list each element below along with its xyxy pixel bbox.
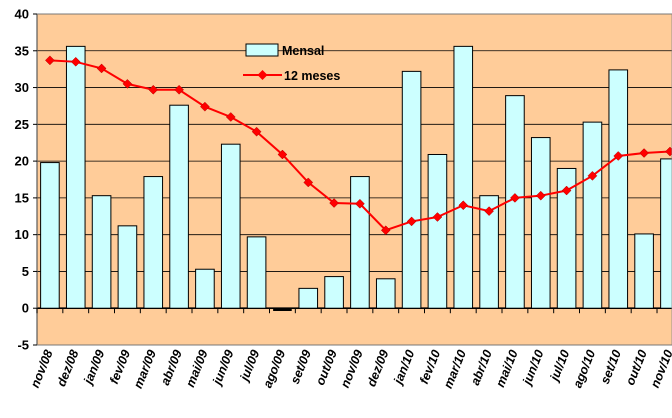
bar-jan/09 [91, 195, 112, 309]
bar-abr/10 [479, 195, 499, 309]
line-point [355, 198, 365, 209]
y-tick-label: 5 [22, 264, 29, 279]
bar-ago/10 [582, 121, 603, 309]
y-tick-label: -5 [17, 338, 29, 353]
x-tick-label: dez/09 [364, 348, 391, 389]
x-tick-label: mai/09 [183, 348, 211, 389]
x-tick-label: fev/10 [417, 348, 443, 386]
line-point [96, 63, 107, 74]
line-point [329, 198, 339, 208]
x-tick-label: mai/10 [493, 348, 521, 389]
x-tick-label: set/09 [288, 348, 314, 386]
line-point [665, 146, 672, 157]
y-tick-label: 0 [22, 301, 29, 316]
bar-fev/10 [427, 153, 448, 309]
bar-nov/08 [40, 162, 60, 309]
x-tick-label: ago/09 [260, 348, 288, 390]
x-tick-label: mar/10 [441, 348, 469, 391]
x-tick-label: dez/08 [54, 348, 81, 389]
line-point [303, 177, 314, 188]
y-tick-label: 25 [15, 117, 29, 132]
line-point [484, 206, 494, 216]
legend-label-mensal: Mensal [282, 44, 324, 58]
bar-nov/10 [660, 158, 672, 309]
x-tick-label: jun/10 [519, 348, 546, 389]
bar-set/09 [298, 287, 319, 309]
y-tick-label: 15 [15, 190, 29, 205]
x-tick-label: jul/09 [237, 348, 263, 385]
bar-jul/10 [556, 167, 577, 309]
x-tick-label: jun/09 [209, 348, 236, 389]
x-tick-label: nov/10 [648, 348, 672, 390]
y-tick-label: 10 [15, 227, 29, 242]
line-point [535, 190, 546, 201]
bars [40, 45, 672, 311]
x-tick-label: ago/10 [570, 348, 598, 390]
line-point [432, 212, 443, 222]
bar-fev/09 [117, 225, 138, 309]
legend-label-12-meses: 12 meses [284, 69, 340, 83]
bar-set/10 [608, 69, 629, 309]
line-point [148, 84, 159, 95]
bar-jun/10 [530, 137, 551, 309]
bar-dez/08 [65, 45, 86, 309]
axes [36, 13, 672, 346]
x-tick-label: mar/09 [131, 348, 159, 391]
x-tick-label: fev/09 [107, 348, 133, 386]
x-tick-label: jan/09 [80, 348, 107, 388]
line-point [613, 151, 624, 161]
line-point [200, 101, 210, 112]
x-tick-label: out/10 [623, 348, 650, 387]
bar-nov/09 [350, 176, 370, 309]
bar-abr/09 [169, 104, 189, 309]
line-point [225, 112, 236, 122]
y-tick-label: 30 [15, 80, 29, 95]
bar-jun/09 [220, 143, 241, 309]
x-tick-label: jul/10 [547, 348, 573, 385]
legend-swatch-mensal [245, 43, 279, 57]
y-tick-label: 40 [15, 7, 29, 22]
x-tick-label: abr/10 [468, 348, 495, 387]
legend-marker-12-meses [257, 70, 268, 80]
x-tick-label: abr/09 [158, 348, 185, 387]
line-point [561, 185, 572, 196]
bar-jul/09 [246, 236, 267, 309]
x-tick-label: nov/08 [28, 348, 56, 390]
y-tick-label: 35 [15, 43, 29, 58]
x-tick-label: out/09 [313, 348, 340, 387]
y-axis-ticks: -5 0 5 10 15 20 25 30 35 40 [15, 7, 37, 353]
x-tick-label: jan/10 [390, 348, 417, 388]
bar-mar/10 [453, 45, 474, 309]
x-tick-label: nov/09 [338, 348, 366, 390]
line-point [510, 193, 520, 203]
y-tick-label: 20 [15, 154, 29, 169]
line-point [251, 126, 262, 137]
bar-dez/09 [375, 278, 396, 309]
x-tick-label: set/10 [598, 348, 624, 386]
bar-out/09 [324, 276, 344, 309]
bar-mar/09 [143, 176, 164, 309]
line-point [380, 225, 391, 236]
line-point [639, 148, 649, 158]
plot-border [36, 13, 672, 346]
line-series [45, 55, 672, 236]
line-point [122, 79, 133, 89]
line-point [174, 84, 184, 95]
bar-mai/09 [195, 268, 215, 309]
line-point [587, 170, 598, 181]
line-point [277, 149, 288, 160]
legend: Mensal 12 meses [243, 43, 340, 83]
line-point [70, 56, 81, 67]
bar-jan/10 [401, 70, 422, 309]
line-point [406, 216, 417, 227]
bar-out/10 [634, 233, 654, 309]
line-point [458, 200, 469, 211]
line-point [45, 55, 55, 66]
